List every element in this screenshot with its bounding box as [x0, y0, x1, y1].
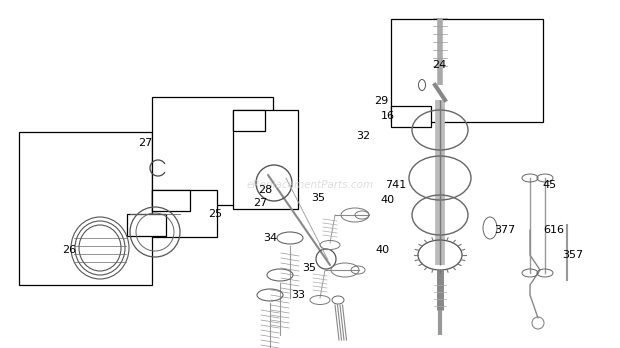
- Bar: [232, 110, 265, 131]
- Text: 45: 45: [542, 180, 556, 190]
- Bar: [152, 97, 273, 205]
- Bar: [232, 110, 298, 209]
- Bar: [391, 19, 542, 122]
- Text: 24: 24: [432, 60, 446, 70]
- Bar: [391, 106, 431, 127]
- Text: 26: 26: [62, 245, 76, 255]
- Bar: [152, 190, 217, 237]
- Text: 33: 33: [291, 290, 305, 300]
- Text: 16: 16: [381, 111, 395, 121]
- Text: 35: 35: [302, 263, 316, 273]
- Text: 40: 40: [380, 195, 394, 205]
- Text: 25: 25: [208, 209, 222, 219]
- Text: 40: 40: [375, 245, 389, 255]
- Text: 32: 32: [356, 131, 370, 141]
- Text: eReplacementParts.com: eReplacementParts.com: [246, 180, 374, 190]
- Text: 27: 27: [138, 138, 153, 148]
- Bar: [19, 132, 152, 285]
- Text: 377: 377: [494, 225, 515, 235]
- Text: 35: 35: [311, 193, 325, 203]
- Text: 29: 29: [374, 96, 388, 106]
- Text: 34: 34: [263, 233, 277, 243]
- Bar: [127, 214, 166, 236]
- Text: 27: 27: [253, 198, 267, 208]
- Text: 357: 357: [562, 250, 583, 260]
- Text: 616: 616: [543, 225, 564, 235]
- Text: 741: 741: [385, 180, 406, 190]
- Bar: [152, 190, 190, 211]
- Text: 28: 28: [258, 185, 272, 195]
